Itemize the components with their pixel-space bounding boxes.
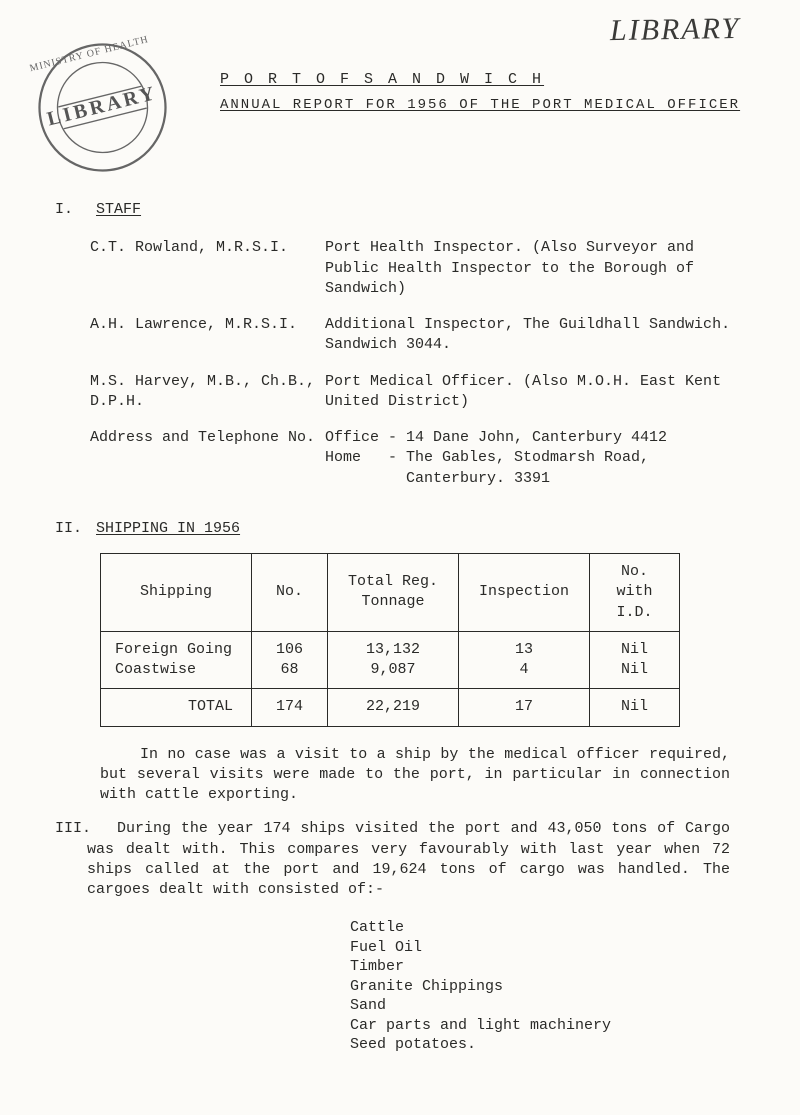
staff-list: C.T. Rowland, M.R.S.I. Port Health Inspe…: [90, 238, 750, 489]
section-III-block: III. During the year 174 ships visited t…: [55, 819, 750, 910]
cell-line: 68: [262, 660, 317, 680]
cell-line: Nil: [600, 660, 669, 680]
section-I-heading: STAFF: [96, 201, 141, 218]
th-shipping: Shipping: [101, 554, 252, 632]
staff-role: Port Health Inspector. (Also Surveyor an…: [325, 238, 750, 299]
section-II-head: II. SHIPPING IN 1956: [55, 519, 750, 539]
th-no: No.: [252, 554, 328, 632]
section-I-label: I.: [55, 200, 87, 220]
staff-name: C.T. Rowland, M.R.S.I.: [90, 238, 325, 258]
th-id: No. with I.D.: [590, 554, 680, 632]
cargo-item: Timber: [350, 957, 750, 977]
staff-row: C.T. Rowland, M.R.S.I. Port Health Inspe…: [90, 238, 750, 299]
title-block: P O R T O F S A N D W I C H ANNUAL REPOR…: [220, 70, 750, 170]
cell-line: 4: [469, 660, 579, 680]
cargo-list: Cattle Fuel Oil Timber Granite Chippings…: [350, 918, 750, 1055]
section-I-head: I. STAFF: [55, 200, 750, 220]
cell: 13 4: [459, 631, 590, 689]
section-II-heading: SHIPPING IN 1956: [96, 520, 240, 537]
section-III-label: III.: [55, 819, 87, 839]
staff-row: A.H. Lawrence, M.R.S.I. Additional Inspe…: [90, 315, 750, 356]
handwritten-library: LIBRARY: [610, 9, 741, 52]
staff-name: A.H. Lawrence, M.R.S.I.: [90, 315, 325, 335]
section-III-para: During the year 174 ships visited the po…: [87, 819, 730, 900]
staff-role: Port Medical Officer. (Also M.O.H. East …: [325, 372, 750, 413]
cell: Nil Nil: [590, 631, 680, 689]
th-inspection: Inspection: [459, 554, 590, 632]
cargo-item: Car parts and light machinery: [350, 1016, 750, 1036]
staff-role: Office - 14 Dane John, Canterbury 4412 H…: [325, 428, 750, 489]
cell-total-label: TOTAL: [101, 689, 252, 726]
cell-line: Foreign Going: [115, 640, 241, 660]
cell: 174: [252, 689, 328, 726]
cell: 22,219: [328, 689, 459, 726]
page: LIBRARY MINISTRY OF HEALTH LIBRARY P O R…: [0, 0, 800, 1115]
cell-line: 106: [262, 640, 317, 660]
health-stamp: MINISTRY OF HEALTH LIBRARY: [21, 26, 185, 190]
staff-role: Additional Inspector, The Guildhall Sand…: [325, 315, 750, 356]
cargo-item: Sand: [350, 996, 750, 1016]
cell-line: 13,132: [338, 640, 448, 660]
cell: Nil: [590, 689, 680, 726]
cargo-item: Fuel Oil: [350, 938, 750, 958]
staff-row: Address and Telephone No. Office - 14 Da…: [90, 428, 750, 489]
cell-line: Coastwise: [115, 660, 241, 680]
shipping-table: Shipping No. Total Reg. Tonnage Inspecti…: [100, 553, 680, 727]
cell: 106 68: [252, 631, 328, 689]
staff-name: M.S. Harvey, M.B., Ch.B., D.P.H.: [90, 372, 325, 413]
title-line-2: ANNUAL REPORT FOR 1956 OF THE PORT MEDIC…: [220, 96, 750, 115]
section-II-label: II.: [55, 519, 87, 539]
cell-line: Nil: [600, 640, 669, 660]
staff-row: M.S. Harvey, M.B., Ch.B., D.P.H. Port Me…: [90, 372, 750, 413]
title-line-1: P O R T O F S A N D W I C H: [220, 70, 750, 90]
cargo-item: Seed potatoes.: [350, 1035, 750, 1055]
section-II-para: In no case was a visit to a ship by the …: [100, 745, 730, 806]
cell: Foreign Going Coastwise: [101, 631, 252, 689]
table-header-row: Shipping No. Total Reg. Tonnage Inspecti…: [101, 554, 680, 632]
table-total-row: TOTAL 174 22,219 17 Nil: [101, 689, 680, 726]
staff-name: Address and Telephone No.: [90, 428, 325, 448]
cell: 13,132 9,087: [328, 631, 459, 689]
cell-line: 13: [469, 640, 579, 660]
cargo-item: Granite Chippings: [350, 977, 750, 997]
cargo-item: Cattle: [350, 918, 750, 938]
table-row: Foreign Going Coastwise 106 68 13,132 9,…: [101, 631, 680, 689]
cell-line: 9,087: [338, 660, 448, 680]
th-tonnage: Total Reg. Tonnage: [328, 554, 459, 632]
cell: 17: [459, 689, 590, 726]
